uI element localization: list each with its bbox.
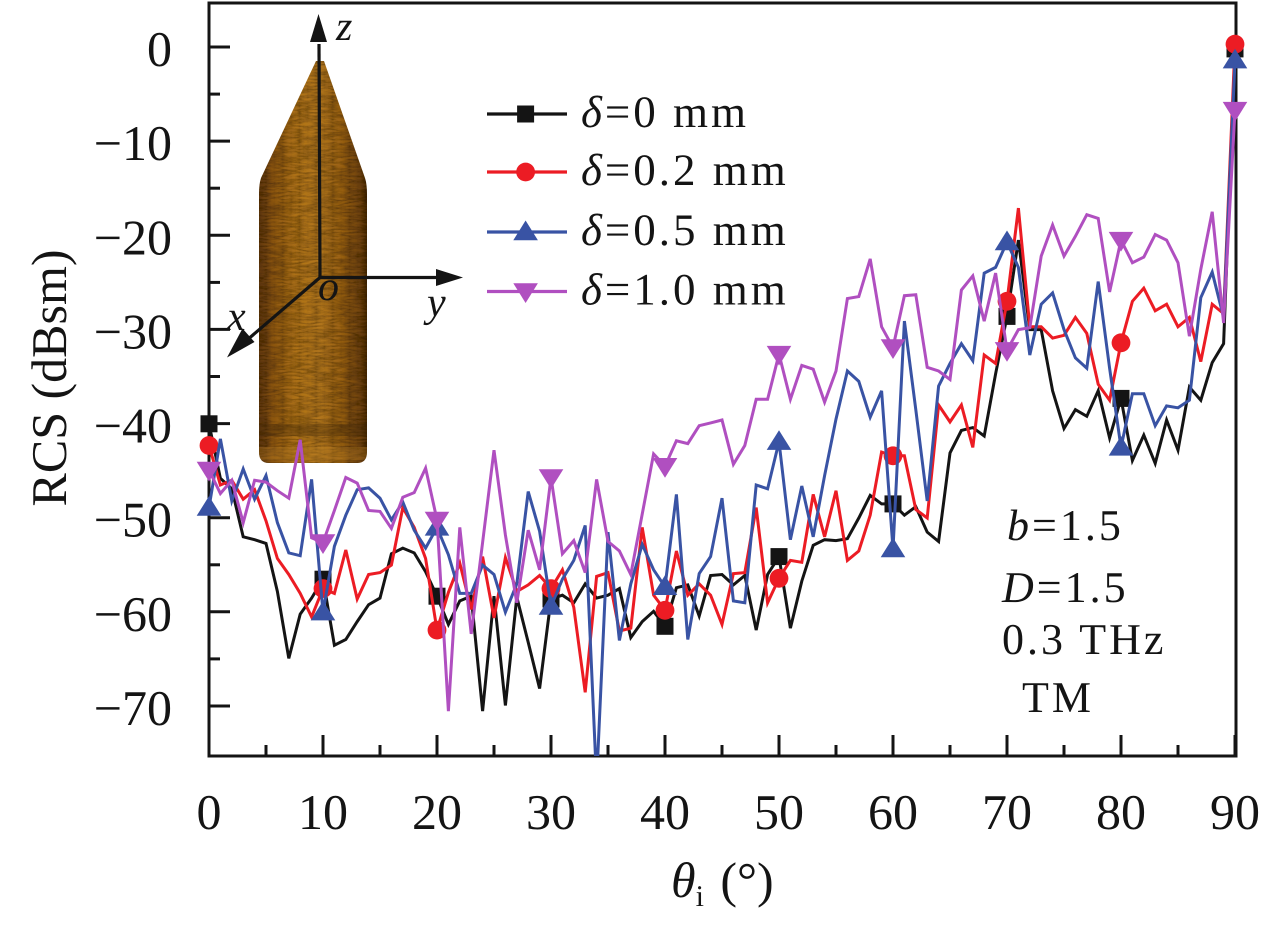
svg-text:0.3 THz: 0.3 THz xyxy=(1002,615,1166,664)
svg-text:δ=0.5 mm: δ=0.5 mm xyxy=(581,205,789,255)
svg-text:δ=1.0 mm: δ=1.0 mm xyxy=(581,265,789,315)
svg-text:D=1.5: D=1.5 xyxy=(1001,563,1129,612)
svg-text:0: 0 xyxy=(147,21,172,77)
svg-text:20: 20 xyxy=(412,784,462,840)
svg-text:80: 80 xyxy=(1096,784,1146,840)
svg-text:δ=0.2 mm: δ=0.2 mm xyxy=(581,145,789,195)
svg-text:50: 50 xyxy=(754,784,804,840)
svg-text:−60: −60 xyxy=(94,586,172,642)
svg-text:z: z xyxy=(335,4,352,50)
svg-text:−20: −20 xyxy=(94,209,172,265)
svg-text:x: x xyxy=(226,294,246,340)
svg-text:0: 0 xyxy=(197,784,222,840)
svg-text:TM: TM xyxy=(1022,673,1094,722)
svg-text:90: 90 xyxy=(1210,784,1260,840)
svg-text:b=1.5: b=1.5 xyxy=(1007,501,1124,550)
svg-text:o: o xyxy=(318,264,339,310)
svg-text:30: 30 xyxy=(526,784,576,840)
svg-text:60: 60 xyxy=(868,784,918,840)
svg-text:70: 70 xyxy=(982,784,1032,840)
svg-text:δ=0 mm: δ=0 mm xyxy=(581,87,749,137)
svg-text:10: 10 xyxy=(298,784,348,840)
svg-text:θi (°): θi (°) xyxy=(671,852,774,913)
svg-text:−70: −70 xyxy=(94,680,172,736)
svg-text:RCS (dBsm): RCS (dBsm) xyxy=(21,249,77,506)
svg-text:40: 40 xyxy=(640,784,690,840)
svg-text:−40: −40 xyxy=(94,398,172,454)
svg-text:−10: −10 xyxy=(94,115,172,171)
svg-text:y: y xyxy=(423,280,446,326)
svg-text:−50: −50 xyxy=(94,492,172,548)
svg-text:−30: −30 xyxy=(94,303,172,359)
